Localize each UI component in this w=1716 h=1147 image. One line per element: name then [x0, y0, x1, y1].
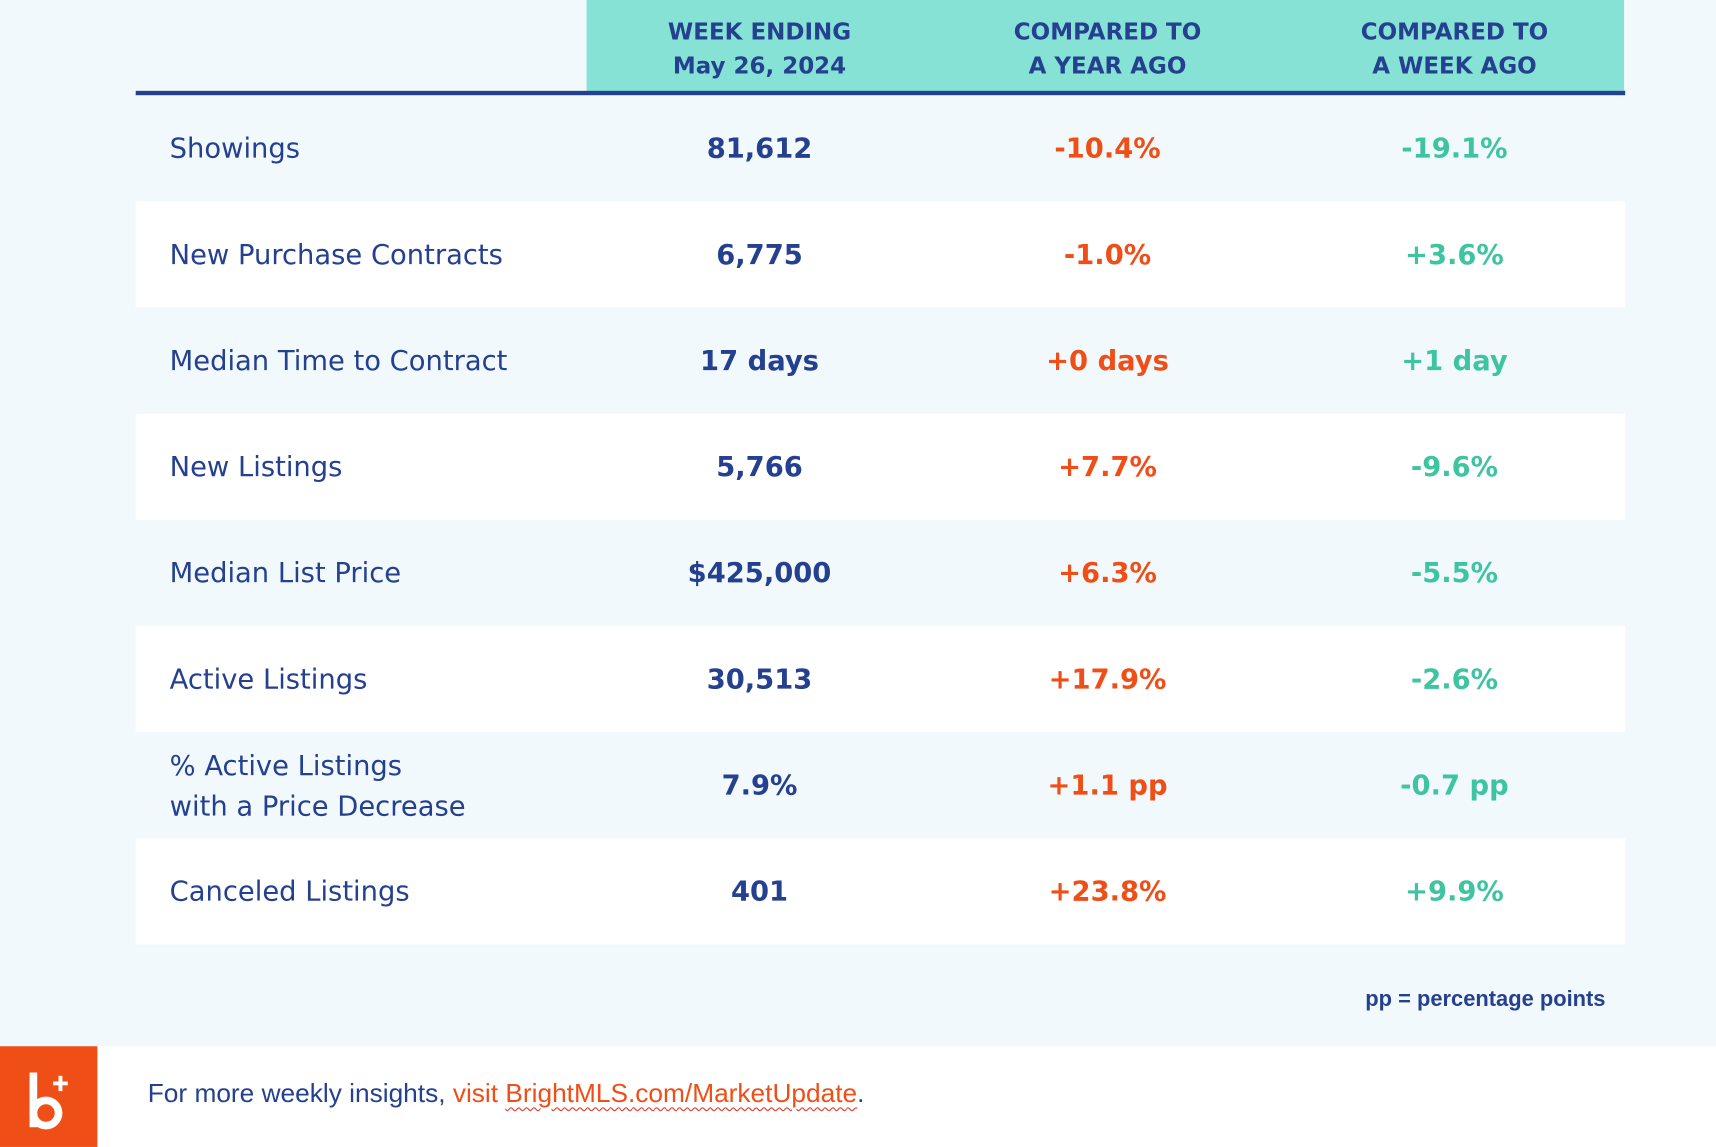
row-label-line1: Active Listings [169, 663, 368, 695]
footer-text: For more weekly insights, visit BrightML… [148, 1079, 865, 1110]
footer: For more weekly insights, visit BrightML… [0, 1046, 1716, 1147]
header-year-ago-line1: COMPARED TO [1013, 18, 1202, 45]
year-change: +1.1 pp [1047, 769, 1168, 802]
table-row-showings: Showings 81,612 -10.4% -19.1% [136, 95, 1625, 201]
header-week-ending-line1: WEEK ENDING [667, 18, 852, 45]
header-week-ending-date: May 26, 2024 [672, 52, 847, 79]
row-label: New Purchase Contracts [170, 201, 503, 307]
table-row-new-listings: New Listings 5,766 +7.7% -9.6% [135, 413, 1626, 520]
week-change: -0.7 pp [1400, 769, 1509, 802]
footer-visit: visit [452, 1079, 506, 1109]
week-change: -5.5% [1410, 557, 1499, 589]
row-label-line1: New Purchase Contracts [169, 238, 503, 271]
week-change: -2.6% [1410, 663, 1499, 695]
week-value: 81,612 [706, 132, 813, 165]
footer-prefix: For more weekly insights, [147, 1079, 453, 1109]
week-value: 7.9% [721, 769, 798, 802]
year-change: +23.8% [1048, 875, 1167, 908]
year-change: +17.9% [1048, 663, 1167, 695]
row-label-line1: New Listings [169, 450, 343, 483]
footer-suffix: . [857, 1079, 865, 1109]
row-label: Median List Price [170, 520, 401, 626]
week-change: +1 day [1401, 344, 1508, 377]
header-week-ago-line1: COMPARED TO [1360, 18, 1549, 45]
header-year-ago: COMPARED TO A YEAR AGO [943, 15, 1271, 83]
year-change: +6.3% [1058, 557, 1157, 589]
week-value: $425,000 [687, 557, 832, 589]
table-row-new-purchase-contracts: New Purchase Contracts 6,775 -1.0% +3.6% [135, 201, 1626, 308]
bright-mls-logo-icon [0, 1046, 98, 1147]
row-label: % Active Listings with a Price Decrease [170, 732, 466, 838]
market-update-link[interactable]: BrightMLS.com/MarketUpdate [505, 1079, 858, 1109]
year-change: +0 days [1046, 344, 1169, 377]
week-value: 30,513 [706, 663, 813, 695]
row-label: Median Time to Contract [170, 308, 508, 414]
row-label: Active Listings [170, 626, 368, 732]
header-divider [135, 90, 1626, 96]
table-row-median-time-to-contract: Median Time to Contract 17 days +0 days … [136, 308, 1625, 414]
week-change: -19.1% [1401, 132, 1508, 165]
week-change: +3.6% [1405, 238, 1504, 271]
header-week-ending: WEEK ENDING May 26, 2024 [595, 15, 923, 83]
header-band [586, 0, 1625, 92]
row-label-line1: Median List Price [169, 557, 402, 589]
footnote: pp = percentage points [1365, 987, 1606, 1012]
header-year-ago-line2: A YEAR AGO [1028, 52, 1187, 79]
table-row-active-listings: Active Listings 30,513 +17.9% -2.6% [135, 625, 1626, 733]
year-change: +7.7% [1058, 450, 1157, 483]
week-change: +9.9% [1405, 875, 1504, 908]
year-change: -1.0% [1063, 238, 1152, 271]
header-week-ago: COMPARED TO A WEEK AGO [1290, 15, 1618, 83]
week-change: -9.6% [1410, 450, 1499, 483]
row-label-line1: % Active Listings [169, 749, 403, 781]
row-label-line1: Showings [169, 132, 301, 165]
week-value: 17 days [700, 344, 819, 377]
row-label-line1: Median Time to Contract [169, 344, 508, 377]
week-value: 5,766 [716, 450, 803, 483]
week-value: 401 [730, 875, 789, 908]
row-label: Canceled Listings [170, 838, 410, 944]
row-label-line2: with a Price Decrease [169, 789, 466, 822]
row-label-line1: Canceled Listings [169, 875, 410, 908]
table-row-canceled-listings: Canceled Listings 401 +23.8% +9.9% [135, 838, 1626, 945]
table-row-median-list-price: Median List Price $425,000 +6.3% -5.5% [136, 520, 1625, 626]
row-label: New Listings [170, 414, 343, 520]
week-value: 6,775 [716, 238, 803, 271]
year-change: -10.4% [1054, 132, 1161, 165]
table-row-price-decrease: % Active Listings with a Price Decrease … [136, 732, 1625, 838]
row-label: Showings [170, 95, 300, 201]
header-week-ago-line2: A WEEK AGO [1372, 52, 1537, 79]
